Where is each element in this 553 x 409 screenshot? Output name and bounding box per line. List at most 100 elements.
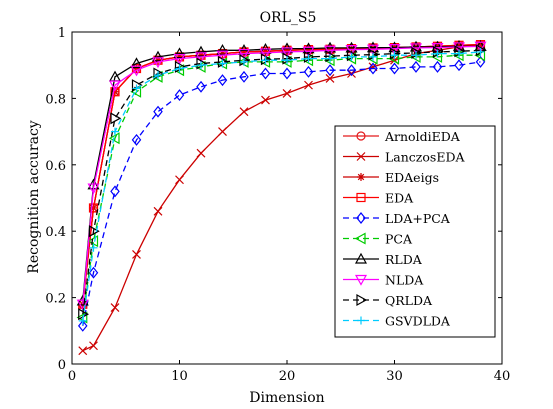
y-tick-label: 0.2 bbox=[45, 292, 66, 307]
data-point bbox=[77, 319, 88, 332]
data-point bbox=[347, 69, 356, 78]
y-tick-label: 0.4 bbox=[45, 225, 66, 240]
data-point bbox=[261, 95, 270, 105]
data-point bbox=[354, 232, 366, 245]
data-point bbox=[174, 89, 185, 102]
data-point bbox=[239, 107, 249, 117]
data-point bbox=[455, 49, 463, 58]
data-point bbox=[356, 192, 366, 203]
legend-label: PCA bbox=[385, 232, 413, 247]
y-tick-label: 0.8 bbox=[45, 92, 66, 107]
legend-label: EDA bbox=[385, 191, 414, 206]
data-point bbox=[476, 47, 485, 56]
legend: ArnoldiEDA LanczosEDA EDAeigs EDA LDA+PCA PCA… bbox=[334, 125, 496, 338]
legend-label: EDAeigs bbox=[385, 170, 439, 185]
data-point bbox=[356, 152, 366, 161]
data-point bbox=[237, 48, 251, 60]
legend-label: RLDA bbox=[385, 252, 423, 267]
data-point bbox=[173, 53, 186, 65]
legend-item: GSVDLDA bbox=[343, 314, 451, 329]
x-axis-label: Dimension bbox=[249, 390, 324, 406]
x-tick-label: 10 bbox=[171, 369, 188, 384]
data-point bbox=[131, 133, 142, 146]
data-point bbox=[356, 293, 368, 307]
data-point bbox=[196, 148, 206, 158]
legend-item: EDAeigs bbox=[343, 170, 439, 185]
data-point bbox=[260, 67, 271, 80]
data-point bbox=[76, 299, 89, 311]
data-point bbox=[239, 70, 249, 83]
y-axis-label: Recognition accuracy bbox=[26, 120, 42, 273]
data-point bbox=[304, 80, 313, 90]
legend-item: EDA bbox=[343, 191, 414, 206]
data-point bbox=[154, 71, 162, 80]
data-point bbox=[78, 300, 87, 309]
data-point bbox=[87, 235, 99, 248]
legend-item: QRLDA bbox=[343, 293, 433, 308]
data-point bbox=[368, 62, 378, 75]
data-point bbox=[218, 59, 227, 68]
x-tick-label: 40 bbox=[494, 369, 511, 384]
data-point bbox=[130, 57, 143, 69]
data-point bbox=[354, 274, 368, 286]
data-point bbox=[216, 44, 229, 55]
data-point bbox=[78, 346, 88, 356]
data-point bbox=[78, 316, 87, 325]
y-tick-label: 1 bbox=[58, 26, 66, 41]
data-point bbox=[151, 50, 165, 62]
data-point bbox=[282, 88, 292, 98]
data-point bbox=[89, 243, 98, 252]
data-point bbox=[323, 41, 337, 53]
data-point bbox=[89, 341, 98, 351]
data-point bbox=[326, 54, 334, 63]
data-point bbox=[409, 40, 423, 52]
legend-label: GSVDLDA bbox=[385, 314, 451, 329]
data-point bbox=[110, 303, 120, 312]
x-tick-label: 30 bbox=[386, 369, 403, 384]
data-point bbox=[325, 64, 335, 77]
data-point bbox=[354, 252, 368, 264]
data-point bbox=[111, 127, 119, 136]
series-lda-pca bbox=[77, 55, 486, 332]
chart-title: ORL_S5 bbox=[260, 10, 317, 26]
data-point bbox=[240, 57, 248, 66]
legend-label: NLDA bbox=[385, 273, 424, 288]
legend-item: PCA bbox=[343, 232, 413, 247]
legend-item: RLDA bbox=[343, 252, 423, 267]
data-point bbox=[108, 132, 120, 145]
legend-item: LDA+PCA bbox=[343, 211, 451, 226]
data-point bbox=[347, 52, 356, 61]
data-point bbox=[325, 74, 335, 83]
data-point bbox=[454, 59, 464, 72]
data-point bbox=[411, 60, 421, 73]
data-point bbox=[282, 67, 292, 80]
data-point bbox=[356, 131, 366, 141]
legend-label: QRLDA bbox=[385, 293, 433, 308]
data-point bbox=[132, 250, 141, 259]
data-point bbox=[130, 65, 143, 77]
data-point bbox=[88, 225, 100, 238]
legend-item: LanczosEDA bbox=[343, 150, 465, 165]
series-gsvdlda bbox=[78, 47, 485, 325]
data-point bbox=[304, 54, 313, 63]
data-point bbox=[357, 173, 365, 181]
data-point bbox=[280, 47, 294, 59]
legend-label: LDA+PCA bbox=[385, 211, 451, 226]
data-point bbox=[369, 52, 377, 61]
data-point bbox=[175, 175, 184, 185]
y-tick-label: 0.6 bbox=[45, 159, 66, 174]
ticks-layer: 0 10 20 30 40 0 0.2 0.4 0.6 0.8 1 bbox=[45, 26, 510, 384]
data-point bbox=[412, 51, 420, 60]
data-point bbox=[217, 74, 228, 87]
data-point bbox=[194, 52, 208, 64]
legend-item: ArnoldiEDA bbox=[343, 129, 461, 144]
data-point bbox=[194, 45, 208, 57]
data-point bbox=[153, 206, 163, 216]
data-point bbox=[197, 61, 205, 70]
legend-label: LanczosEDA bbox=[385, 150, 465, 165]
data-point bbox=[218, 127, 227, 137]
series-layer bbox=[76, 40, 487, 356]
data-point bbox=[356, 212, 366, 224]
x-tick-label: 20 bbox=[279, 369, 296, 384]
